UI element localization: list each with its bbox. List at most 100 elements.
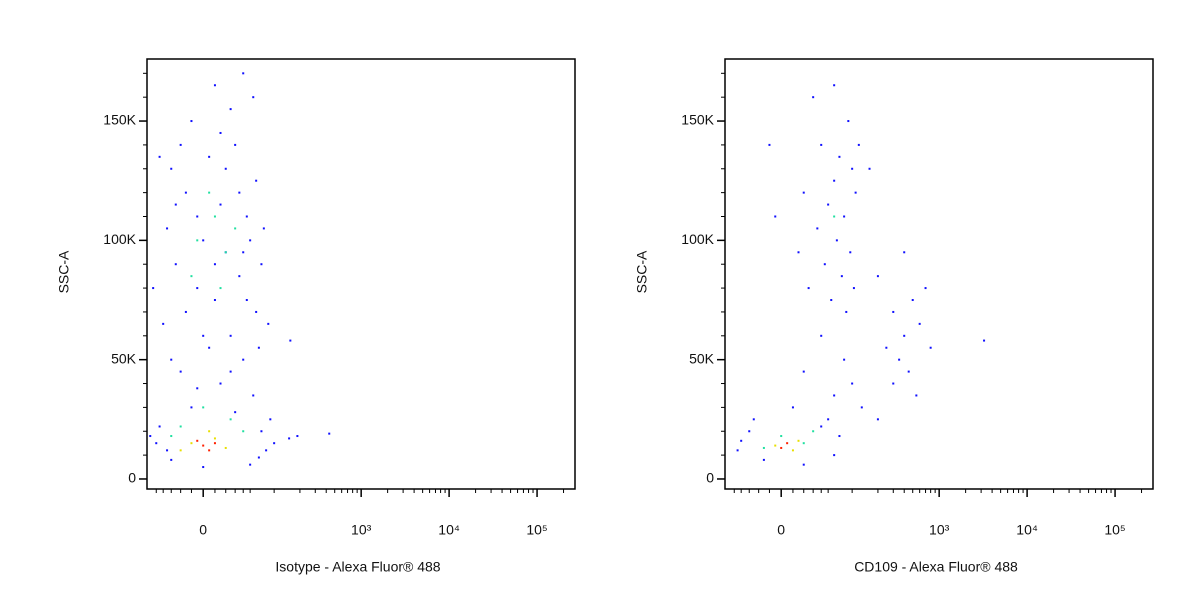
- y-tick-label: 50K: [111, 350, 137, 366]
- data-point: [179, 143, 182, 146]
- data-point: [833, 394, 836, 397]
- y-tick-label: 150K: [103, 112, 136, 128]
- data-point: [740, 439, 743, 442]
- data-point: [219, 287, 222, 290]
- data-point: [179, 425, 182, 428]
- data-point: [840, 275, 843, 278]
- data-point: [812, 96, 815, 99]
- data-point: [152, 287, 155, 290]
- data-point: [833, 84, 836, 87]
- data-point: [196, 215, 199, 218]
- data-point: [851, 167, 854, 170]
- data-point: [802, 463, 805, 466]
- data-point: [833, 179, 836, 182]
- data-point: [229, 370, 232, 373]
- data-point: [170, 458, 173, 461]
- data-point: [252, 96, 255, 99]
- data-point: [166, 227, 169, 230]
- x-tick-label: 10⁴: [1016, 522, 1038, 538]
- x-tick-label: 10³: [929, 522, 950, 538]
- data-point: [983, 339, 986, 342]
- data-point: [843, 358, 846, 361]
- x-tick-label: 10⁵: [526, 522, 547, 538]
- data-point: [208, 191, 211, 194]
- y-tick-label: 50K: [689, 350, 715, 366]
- data-point: [838, 435, 841, 438]
- data-point: [238, 275, 241, 278]
- data-point: [196, 239, 199, 242]
- x-axis-label: Isotype - Alexa Fluor® 488: [275, 559, 440, 575]
- data-point: [802, 370, 805, 373]
- data-point: [816, 227, 819, 230]
- data-point: [196, 287, 199, 290]
- data-point: [833, 215, 836, 218]
- data-point: [924, 287, 927, 290]
- data-point: [791, 449, 794, 452]
- data-point: [929, 346, 932, 349]
- data-point: [852, 287, 855, 290]
- data-point: [202, 239, 205, 242]
- data-point: [229, 418, 232, 421]
- data-point: [296, 435, 299, 438]
- data-point: [249, 463, 252, 466]
- data-point: [245, 215, 248, 218]
- data-point: [179, 370, 182, 373]
- data-point: [170, 167, 173, 170]
- data-point: [918, 322, 921, 325]
- data-point: [249, 239, 252, 242]
- data-point: [155, 442, 158, 445]
- data-point: [289, 339, 292, 342]
- data-point: [219, 203, 222, 206]
- x-tick-label: 0: [777, 522, 785, 538]
- y-tick-label: 100K: [103, 231, 136, 247]
- data-point: [786, 442, 789, 445]
- data-point: [812, 430, 815, 433]
- data-point: [219, 382, 222, 385]
- data-point: [242, 430, 245, 433]
- data-point: [208, 449, 211, 452]
- data-point: [774, 444, 777, 447]
- data-point: [229, 334, 232, 337]
- data-point: [860, 406, 863, 409]
- data-point: [903, 334, 906, 337]
- y-tick-label: 100K: [681, 231, 714, 247]
- data-point: [838, 155, 841, 158]
- plot-frame: [724, 58, 1154, 490]
- data-point: [158, 425, 161, 428]
- data-point: [196, 439, 199, 442]
- data-point: [158, 155, 161, 158]
- data-point: [149, 435, 152, 438]
- data-point: [190, 406, 193, 409]
- data-point: [802, 191, 805, 194]
- data-point: [208, 346, 211, 349]
- data-point: [835, 239, 838, 242]
- data-point: [748, 430, 751, 433]
- data-point: [851, 382, 854, 385]
- data-point: [202, 444, 205, 447]
- data-point: [202, 334, 205, 337]
- data-point: [892, 382, 895, 385]
- data-point: [267, 322, 270, 325]
- x-tick-label: 10⁴: [438, 522, 460, 538]
- data-point: [238, 191, 241, 194]
- y-tick-label: 150K: [681, 112, 714, 128]
- data-point: [260, 430, 263, 433]
- data-point: [774, 215, 777, 218]
- data-point: [269, 418, 272, 421]
- data-point: [234, 143, 237, 146]
- data-point: [202, 406, 205, 409]
- y-axis-label: SSC-A: [634, 250, 650, 293]
- data-point: [849, 251, 852, 254]
- data-point: [208, 155, 211, 158]
- data-point: [184, 310, 187, 313]
- data-point: [190, 275, 193, 278]
- data-point: [179, 449, 182, 452]
- data-point: [827, 418, 830, 421]
- data-point: [762, 446, 765, 449]
- data-point: [833, 454, 836, 457]
- data-point: [208, 430, 211, 433]
- data-point: [885, 346, 888, 349]
- data-point: [820, 425, 823, 428]
- data-point: [843, 215, 846, 218]
